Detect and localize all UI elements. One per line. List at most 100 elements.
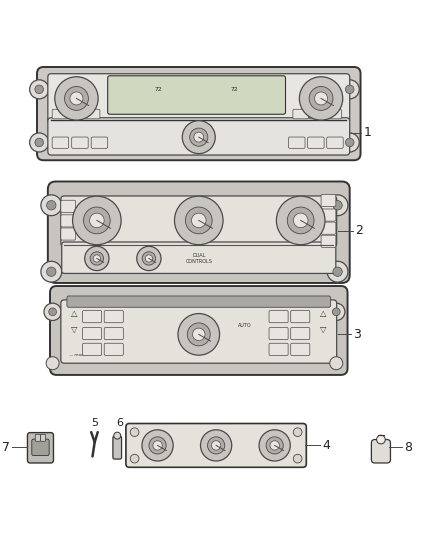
Circle shape	[208, 437, 225, 454]
Circle shape	[93, 255, 100, 262]
Text: AUTO: AUTO	[238, 324, 251, 328]
Circle shape	[153, 441, 162, 450]
Circle shape	[212, 441, 221, 450]
FancyBboxPatch shape	[48, 118, 350, 155]
FancyBboxPatch shape	[371, 440, 390, 463]
Text: 4: 4	[322, 439, 330, 452]
FancyBboxPatch shape	[68, 109, 84, 119]
FancyBboxPatch shape	[291, 311, 310, 322]
FancyBboxPatch shape	[291, 327, 310, 340]
Text: 2: 2	[355, 224, 363, 237]
Text: 72: 72	[231, 87, 239, 92]
Circle shape	[332, 308, 340, 316]
Circle shape	[266, 437, 283, 454]
Circle shape	[114, 432, 121, 439]
Text: 8: 8	[404, 441, 412, 454]
FancyBboxPatch shape	[126, 424, 306, 467]
FancyBboxPatch shape	[67, 296, 331, 307]
Circle shape	[73, 196, 121, 245]
Circle shape	[276, 196, 325, 245]
Circle shape	[330, 357, 343, 370]
Text: 7: 7	[2, 441, 10, 454]
FancyBboxPatch shape	[82, 327, 102, 340]
Text: 1: 1	[364, 126, 371, 139]
FancyBboxPatch shape	[91, 137, 108, 148]
Circle shape	[55, 77, 98, 120]
Text: 5: 5	[91, 418, 98, 428]
Circle shape	[309, 86, 333, 110]
Circle shape	[182, 120, 215, 154]
Circle shape	[377, 435, 385, 444]
FancyBboxPatch shape	[289, 137, 305, 148]
Circle shape	[41, 261, 62, 282]
FancyBboxPatch shape	[61, 228, 76, 240]
Circle shape	[187, 323, 210, 346]
FancyBboxPatch shape	[32, 439, 49, 456]
FancyBboxPatch shape	[72, 137, 88, 148]
Circle shape	[137, 246, 161, 271]
Circle shape	[300, 77, 343, 120]
FancyBboxPatch shape	[291, 343, 310, 356]
Circle shape	[346, 85, 354, 94]
Circle shape	[90, 252, 103, 265]
Circle shape	[89, 213, 104, 228]
Circle shape	[201, 430, 232, 461]
Circle shape	[142, 430, 173, 461]
Circle shape	[185, 207, 212, 234]
Circle shape	[178, 313, 219, 355]
Text: ▽: ▽	[71, 324, 77, 333]
Circle shape	[270, 441, 279, 450]
FancyBboxPatch shape	[40, 434, 46, 441]
Text: △: △	[71, 309, 77, 318]
Circle shape	[193, 328, 205, 341]
FancyBboxPatch shape	[104, 327, 124, 340]
Circle shape	[44, 303, 61, 320]
Circle shape	[85, 246, 109, 271]
Circle shape	[314, 92, 328, 105]
FancyBboxPatch shape	[35, 434, 40, 441]
Circle shape	[41, 195, 62, 216]
Circle shape	[194, 132, 204, 142]
Text: △: △	[321, 309, 327, 318]
FancyBboxPatch shape	[61, 196, 337, 247]
Text: 72: 72	[155, 87, 162, 92]
FancyBboxPatch shape	[321, 209, 336, 221]
Circle shape	[293, 213, 308, 228]
Circle shape	[46, 357, 59, 370]
Circle shape	[191, 213, 206, 228]
FancyBboxPatch shape	[84, 109, 100, 119]
FancyBboxPatch shape	[82, 343, 102, 356]
Circle shape	[130, 454, 139, 463]
Circle shape	[259, 430, 290, 461]
FancyBboxPatch shape	[37, 67, 360, 160]
Circle shape	[340, 133, 359, 152]
FancyBboxPatch shape	[269, 327, 288, 340]
FancyBboxPatch shape	[28, 433, 53, 463]
Circle shape	[327, 261, 348, 282]
FancyBboxPatch shape	[61, 200, 76, 212]
FancyBboxPatch shape	[321, 222, 336, 234]
Circle shape	[64, 86, 88, 110]
Text: 6: 6	[116, 418, 123, 428]
FancyBboxPatch shape	[113, 436, 122, 459]
FancyBboxPatch shape	[307, 137, 324, 148]
FancyBboxPatch shape	[269, 343, 288, 356]
Text: ▽: ▽	[321, 324, 327, 333]
Circle shape	[49, 308, 57, 316]
Circle shape	[30, 80, 49, 99]
Circle shape	[293, 428, 302, 437]
FancyBboxPatch shape	[52, 109, 68, 119]
FancyBboxPatch shape	[61, 300, 337, 363]
FancyBboxPatch shape	[327, 137, 343, 148]
Circle shape	[84, 207, 110, 234]
Text: — max: — max	[69, 353, 83, 357]
FancyBboxPatch shape	[293, 109, 308, 119]
FancyBboxPatch shape	[321, 235, 336, 247]
Text: 3: 3	[353, 328, 360, 341]
FancyBboxPatch shape	[48, 182, 350, 283]
FancyBboxPatch shape	[62, 242, 336, 273]
FancyBboxPatch shape	[61, 215, 76, 227]
Circle shape	[328, 303, 345, 320]
Circle shape	[130, 428, 139, 437]
Circle shape	[174, 196, 223, 245]
